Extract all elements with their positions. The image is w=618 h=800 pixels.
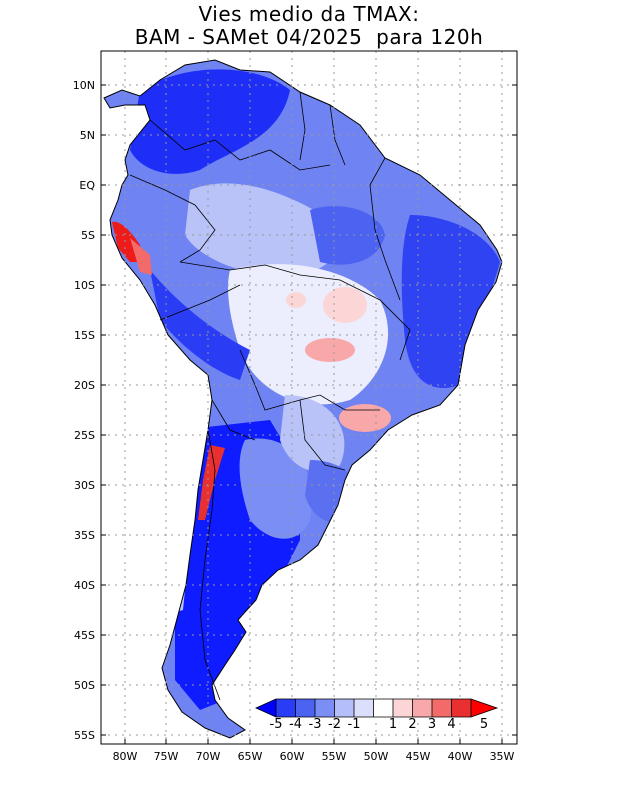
lon-tick-label: 70W (196, 750, 221, 763)
colorbar-swatch (276, 699, 296, 717)
bias-region-andes-north (150, 270, 250, 380)
lat-tick-label: 55S (74, 729, 95, 742)
colorbar-label: -3 (309, 717, 322, 732)
bias-region-pampas (239, 438, 312, 539)
lon-tick-label: 80W (113, 750, 138, 763)
colorbar-arrow-low (256, 699, 276, 717)
bias-patch-positive-3 (339, 404, 391, 432)
bias-field (103, 59, 503, 739)
lon-tick-label: 35W (490, 750, 515, 763)
lat-tick-label: 10N (73, 79, 95, 92)
colorbar-label: 4 (447, 717, 455, 732)
bias-patch-positive-2 (305, 338, 355, 362)
colorbar-label: -5 (270, 717, 283, 732)
lat-tick-label: 35S (74, 529, 95, 542)
colorbar-label: -4 (289, 717, 302, 732)
colorbar-label: -1 (348, 717, 361, 732)
colorbar-label: 1 (389, 717, 397, 732)
lat-tick-labels: 10N 5N EQ 5S 10S 15S 20S 25S 30S 35S 40S… (73, 79, 96, 742)
bias-patch-positive-1 (323, 287, 367, 323)
lat-tick-label: 25S (74, 429, 95, 442)
tick-marks (101, 84, 517, 744)
lat-tick-label: 10S (74, 279, 95, 292)
map-frame (100, 50, 518, 745)
colorbar-label: 3 (428, 717, 436, 732)
chart-title-line2: BAM - SAMet 04/2025 para 120h (134, 25, 484, 49)
coastline (103, 59, 503, 739)
colorbar-swatch (432, 699, 452, 717)
bias-region-north (130, 69, 290, 174)
lon-tick-label: 75W (154, 750, 179, 763)
lon-tick-label: 45W (406, 750, 431, 763)
colorbar-label: -2 (328, 717, 341, 732)
lat-tick-label: 50S (74, 679, 95, 692)
bias-region-peru-coast-warm (130, 238, 152, 275)
lat-tick-label: 30S (74, 479, 95, 492)
colorbar: -5 -4 -3 -2 -1 1 2 3 4 5 (255, 698, 499, 732)
lon-tick-labels: 80W 75W 70W 65W 60W 55W 50W 45W 40W 35W (113, 750, 515, 763)
bias-patch-positive-4 (286, 292, 306, 308)
chart-title-line1: Vies medio da TMAX: (198, 2, 420, 26)
colorbar-swatch (451, 699, 471, 717)
colorbar-swatch (393, 699, 413, 717)
lon-tick-label: 50W (364, 750, 389, 763)
bias-region-northeast (401, 215, 500, 388)
lat-tick-label: 15S (74, 329, 95, 342)
colorbar-swatch (354, 699, 374, 717)
lat-tick-label: 5S (81, 229, 95, 242)
colorbar-swatch (412, 699, 432, 717)
lat-tick-label: 5N (80, 129, 95, 142)
lat-tick-label: 45S (74, 629, 95, 642)
colorbar-arrow-high (471, 699, 497, 717)
colorbar-swatch (334, 699, 354, 717)
bias-region-chaco (280, 395, 345, 472)
bias-region-amazon (185, 183, 343, 276)
country-borders (129, 91, 411, 701)
lon-tick-label: 40W (448, 750, 473, 763)
colorbar-swatch (315, 699, 335, 717)
lat-tick-label: EQ (79, 179, 95, 192)
bias-region-chile-hot (198, 445, 225, 520)
colorbar-swatch (295, 699, 315, 717)
colorbar-swatch (373, 699, 393, 717)
colorbar-label: 5 (480, 717, 488, 732)
lat-tick-label: 40S (74, 579, 95, 592)
lon-tick-label: 60W (280, 750, 305, 763)
lon-tick-label: 65W (238, 750, 263, 763)
lat-tick-label: 20S (74, 379, 95, 392)
colorbar-label: 2 (408, 717, 416, 732)
lon-tick-label: 55W (322, 750, 347, 763)
